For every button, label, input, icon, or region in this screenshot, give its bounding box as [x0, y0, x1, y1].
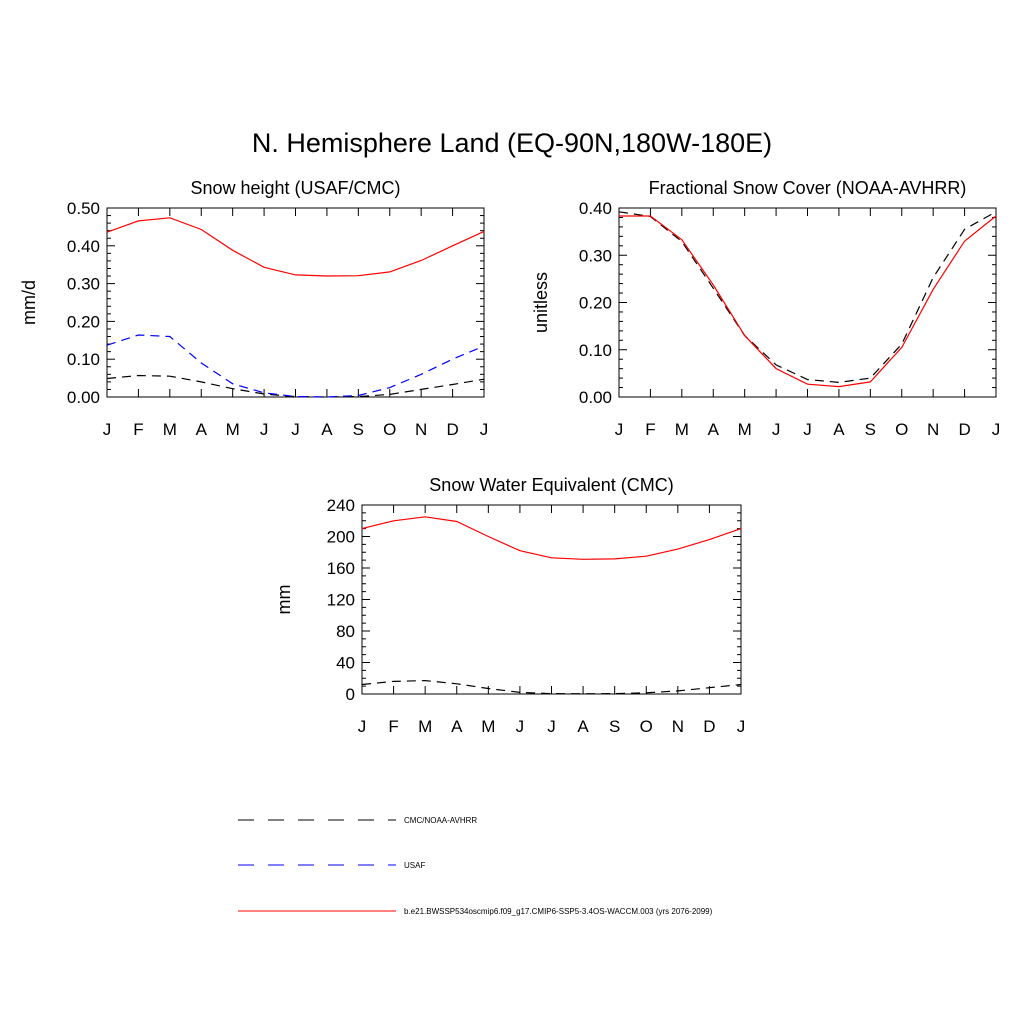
x-tick-label: J — [615, 420, 624, 439]
x-tick-label: J — [547, 717, 556, 736]
y-axis-label: mm/d — [19, 280, 39, 325]
plot-frame — [361, 504, 742, 695]
x-tick-label: A — [196, 420, 208, 439]
x-tick-label: M — [738, 420, 752, 439]
y-tick-label: 0.00 — [67, 388, 100, 407]
series-line-1 — [106, 374, 485, 398]
x-tick-label: J — [992, 420, 1001, 439]
legend-label-1: CMC/NOAA-AVHRR — [404, 816, 477, 825]
x-tick-label: M — [418, 717, 432, 736]
series-line-2 — [361, 516, 742, 560]
y-tick-label: 0.20 — [579, 294, 612, 313]
y-tick-label: 0.00 — [579, 388, 612, 407]
y-tick-label: 240 — [327, 496, 355, 515]
x-tick-label: F — [645, 420, 655, 439]
chart-title: Fractional Snow Cover (NOAA-AVHRR) — [649, 178, 967, 198]
series-line-2 — [619, 215, 997, 388]
y-tick-label: 0.30 — [579, 246, 612, 265]
series-line-1 — [361, 679, 742, 695]
y-tick-label: 80 — [336, 622, 355, 641]
series-line-1 — [618, 211, 997, 384]
x-tick-label: A — [321, 420, 333, 439]
x-tick-label: O — [640, 717, 653, 736]
series-line-3 — [106, 217, 485, 277]
x-tick-label: M — [675, 420, 689, 439]
plot-frame — [106, 207, 485, 398]
x-tick-label: S — [609, 717, 620, 736]
y-tick-label: 160 — [327, 559, 355, 578]
x-tick-label: J — [260, 420, 269, 439]
x-tick-label: N — [927, 420, 939, 439]
x-tick-label: J — [803, 420, 812, 439]
legend-label-2: USAF — [404, 861, 425, 870]
x-tick-label: N — [672, 717, 684, 736]
x-tick-label: N — [415, 420, 427, 439]
x-tick-label: D — [446, 420, 458, 439]
chart-title: Snow height (USAF/CMC) — [190, 178, 400, 198]
x-tick-label: S — [865, 420, 876, 439]
x-tick-label: D — [958, 420, 970, 439]
y-tick-label: 0.40 — [579, 199, 612, 218]
y-tick-label: 0 — [346, 685, 355, 704]
x-tick-label: M — [226, 420, 240, 439]
legend-label-3: b.e21.BWSSP534oscmip6.f09_g17.CMIP6-SSP5… — [404, 907, 713, 916]
y-tick-label: 0.20 — [67, 312, 100, 331]
x-tick-label: J — [737, 717, 746, 736]
x-tick-label: O — [895, 420, 908, 439]
x-tick-label: J — [103, 420, 112, 439]
x-tick-label: A — [708, 420, 720, 439]
y-tick-label: 200 — [327, 528, 355, 547]
chart-panel-1: Snow height (USAF/CMC) 0.00 0.10 0.20 0.30 0.… — [19, 178, 488, 439]
y-tick-label: 0.30 — [67, 275, 100, 294]
x-tick-label: D — [703, 717, 715, 736]
x-tick-label: A — [833, 420, 845, 439]
y-tick-label: 40 — [336, 654, 355, 673]
chart-panel-3: Snow Water Equivalent (CMC) 0 40 80 120 160 20… — [274, 475, 745, 736]
x-tick-label: S — [353, 420, 364, 439]
y-axis-label: unitless — [531, 272, 551, 333]
y-tick-label: 0.50 — [67, 199, 100, 218]
x-tick-label: M — [163, 420, 177, 439]
y-tick-label: 0.10 — [67, 350, 100, 369]
y-tick-label: 120 — [327, 591, 355, 610]
figure-title: N. Hemisphere Land (EQ-90N,180W-180E) — [251, 128, 773, 158]
y-tick-label: 0.40 — [67, 237, 100, 256]
x-tick-label: J — [291, 420, 300, 439]
x-tick-label: O — [383, 420, 396, 439]
x-tick-label: J — [358, 717, 367, 736]
x-tick-label: J — [480, 420, 489, 439]
chart-title: Snow Water Equivalent (CMC) — [429, 475, 673, 495]
x-tick-label: F — [388, 717, 398, 736]
legend: CMC/NOAA-AVHRR USAF b.e21.BWSSP534oscmip6.… — [238, 816, 713, 916]
y-tick-label: 0.10 — [579, 341, 612, 360]
x-tick-label: F — [133, 420, 143, 439]
series-line-2 — [106, 334, 485, 398]
x-tick-label: A — [451, 717, 463, 736]
x-tick-label: M — [481, 717, 495, 736]
x-tick-label: J — [516, 717, 525, 736]
chart-panel-2: Fractional Snow Cover (NOAA-AVHRR) 0.00 0.… — [531, 178, 1000, 439]
x-tick-label: J — [772, 420, 781, 439]
y-axis-label: mm — [274, 585, 294, 615]
x-tick-label: A — [577, 717, 589, 736]
